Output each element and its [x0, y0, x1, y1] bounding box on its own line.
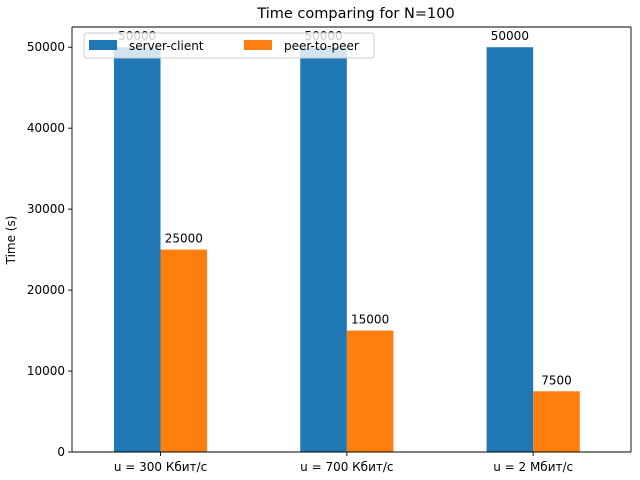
- legend-label-peer-to-peer: peer-to-peer: [284, 39, 359, 53]
- legend-box: [83, 32, 375, 59]
- bar-server-client-0: [113, 47, 161, 452]
- legend-swatch-peer-to-peer: [244, 40, 272, 50]
- y-axis-label: Time (s): [4, 216, 18, 266]
- y-tick-label-3: 30000: [27, 202, 65, 216]
- y-tick-label-0: 0: [57, 445, 65, 459]
- axes-group: 0 10000 20000 30000 40000 50000 u = 300 Кбит/с…: [27, 26, 632, 474]
- data-label-peer-to-peer-2: 7500: [541, 373, 572, 387]
- bar-server-client-2: [486, 47, 534, 452]
- y-tick-label-5: 50000: [27, 40, 65, 54]
- chart-title: Time comparing for N=100: [256, 6, 454, 22]
- legend-label-server-client: server-client: [129, 39, 204, 53]
- bar-server-client-1: [300, 47, 347, 452]
- x-tick-label-1: u = 700 Кбит/с: [300, 460, 393, 474]
- bar-peer-to-peer-2: [533, 391, 580, 452]
- y-tick-label-2: 20000: [27, 283, 65, 297]
- legend-swatch-server-client: [89, 40, 117, 50]
- y-tick-label-4: 40000: [27, 121, 65, 135]
- x-tick-label-2: u = 2 Мбит/с: [493, 460, 573, 474]
- legend: server-client peer-to-peer: [83, 32, 375, 59]
- bar-peer-to-peer-1: [346, 330, 394, 452]
- data-label-peer-to-peer-1: 15000: [351, 313, 389, 327]
- data-label-server-client-2: 50000: [491, 29, 529, 43]
- bar-peer-to-peer-0: [160, 249, 208, 452]
- x-tick-label-0: u = 300 Кбит/с: [114, 460, 207, 474]
- data-label-peer-to-peer-0: 25000: [165, 232, 203, 246]
- bars-group: [113, 47, 580, 452]
- y-tick-label-1: 10000: [27, 364, 65, 378]
